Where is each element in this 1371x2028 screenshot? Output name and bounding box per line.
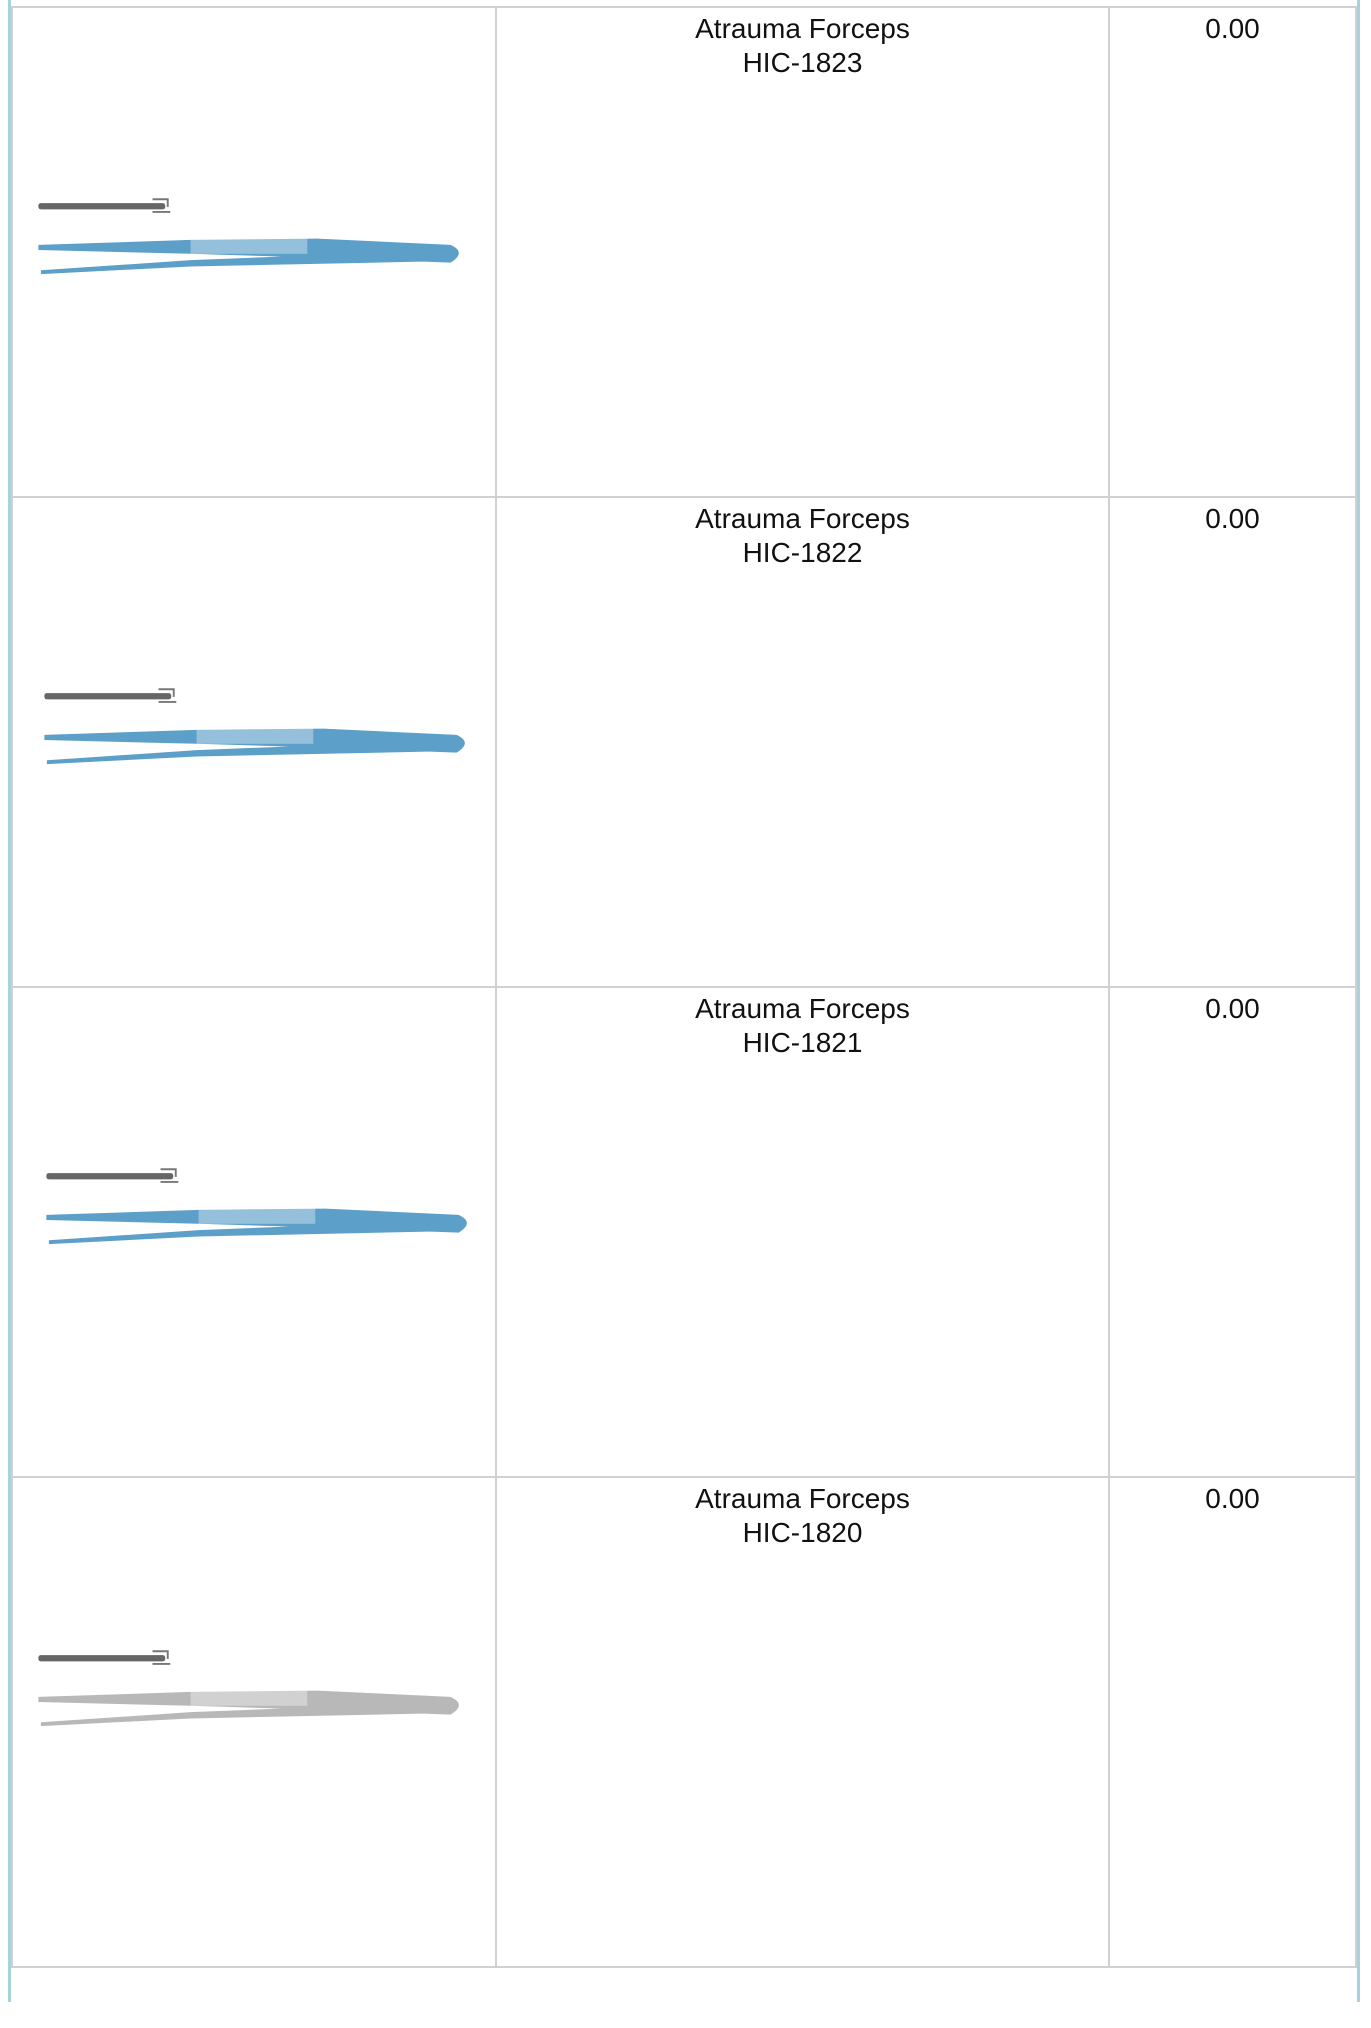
product-row: Atrauma Forceps HIC-1821 0.00 [11,986,1357,1478]
product-name[interactable]: Atrauma Forceps [695,993,910,1024]
name-cell: Atrauma Forceps HIC-1821 [495,986,1110,1478]
product-code: HIC-1823 [742,47,863,78]
product-name[interactable]: Atrauma Forceps [695,13,910,44]
price-cell: 0.00 [1108,6,1357,498]
name-cell: Atrauma Forceps HIC-1820 [495,1476,1110,1968]
name-cell: Atrauma Forceps HIC-1822 [495,496,1110,988]
product-image[interactable] [13,8,495,492]
footer-cell [12,1966,1356,2028]
product-code: HIC-1820 [742,1517,863,1548]
product-name[interactable]: Atrauma Forceps [695,503,910,534]
image-cell [11,496,497,988]
product-code: HIC-1821 [742,1027,863,1058]
name-cell: Atrauma Forceps HIC-1823 [495,6,1110,498]
product-price: 0.00 [1205,993,1260,1024]
product-price: 0.00 [1205,1483,1260,1514]
product-table: Atrauma Forceps HIC-1823 0.00 Atrauma For… [11,6,1357,2028]
frame [8,0,1360,2002]
product-name[interactable]: Atrauma Forceps [695,1483,910,1514]
product-row: Atrauma Forceps HIC-1820 0.00 [11,1476,1357,1968]
product-row: Atrauma Forceps HIC-1823 0.00 [11,6,1357,498]
product-image[interactable] [13,1460,495,1944]
product-image[interactable] [21,978,503,1462]
price-cell: 0.00 [1108,986,1357,1478]
product-code: HIC-1822 [742,537,863,568]
product-price: 0.00 [1205,503,1260,534]
image-cell [11,6,497,498]
product-price: 0.00 [1205,13,1260,44]
footer-row [12,1966,1356,2028]
price-cell: 0.00 [1108,1476,1357,1968]
price-cell: 0.00 [1108,496,1357,988]
product-row: Atrauma Forceps HIC-1822 0.00 [11,496,1357,988]
image-cell [11,986,497,1478]
image-cell [11,1476,497,1968]
product-image[interactable] [19,498,501,982]
